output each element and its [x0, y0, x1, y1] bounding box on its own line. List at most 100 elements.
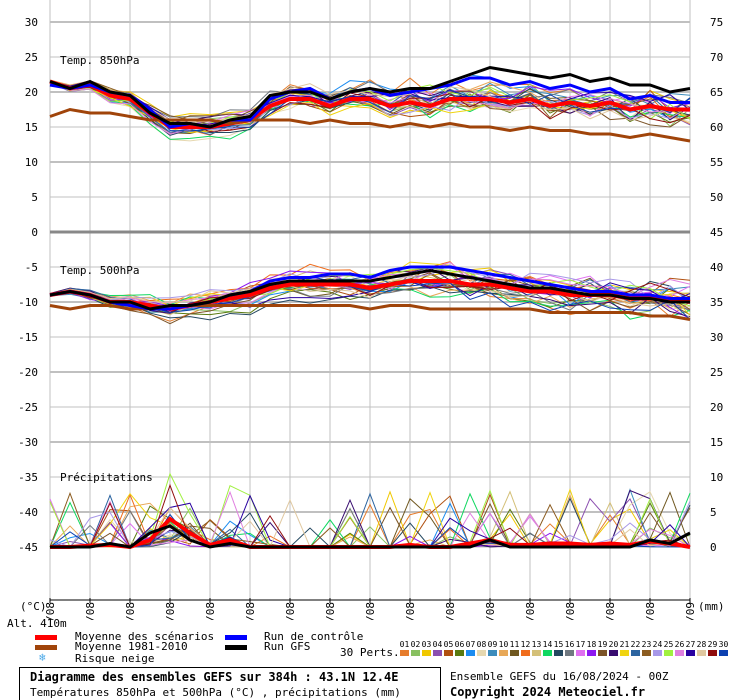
pert-swatch	[609, 650, 618, 656]
right-axis-unit: (mm)	[698, 600, 725, 613]
pert-id: 08	[476, 640, 487, 649]
x-tick-label: 23/08	[324, 602, 337, 620]
pert-id: 18	[586, 640, 597, 649]
left-tick-label: -5	[25, 261, 38, 274]
pert-id: 07	[465, 640, 476, 649]
pert-id: 13	[531, 640, 542, 649]
pert-swatch	[565, 650, 574, 656]
x-tick-label: 26/08	[444, 602, 457, 620]
perturbation-line-t850	[49, 80, 691, 126]
x-tick-label: 22/08	[284, 602, 297, 620]
legend-mean: Moyenne des scénarios	[75, 630, 215, 643]
pert-id: 26	[674, 640, 685, 649]
left-tick-label: 15	[25, 121, 38, 134]
pert-swatch	[543, 650, 552, 656]
perturbation-line-t850	[49, 82, 691, 124]
legend-control: Run de contrôle	[264, 630, 364, 643]
right-tick-label: 40	[710, 261, 723, 274]
left-tick-label: -35	[18, 471, 38, 484]
perturbation-line-t500	[49, 275, 691, 319]
pert-swatch	[455, 650, 464, 656]
right-tick-label: 0	[710, 541, 717, 554]
x-tick-label: 19/08	[164, 602, 177, 620]
left-axis-unit: (°C)	[20, 600, 47, 613]
pert-id: 17	[575, 640, 586, 649]
pert-id: 23	[641, 640, 652, 649]
right-tick-label: 50	[710, 191, 723, 204]
pert-id: 16	[564, 640, 575, 649]
x-tick-label: 17/08	[84, 602, 97, 620]
left-tick-label: -25	[18, 401, 38, 414]
copyright: Copyright 2024 Meteociel.fr	[450, 685, 646, 699]
pert-swatch	[532, 650, 541, 656]
pert-swatch	[598, 650, 607, 656]
pert-id: 30	[718, 640, 729, 649]
legend-swatch-mean	[35, 635, 57, 640]
x-tick-label: 28/08	[524, 602, 537, 620]
snowflake-icon: ❄	[39, 651, 46, 664]
x-tick-label: 21/08	[244, 602, 257, 620]
right-tick-label: 35	[710, 296, 723, 309]
pert-id: 22	[630, 640, 641, 649]
pert-swatch	[719, 650, 728, 656]
pert-swatch	[708, 650, 717, 656]
right-tick-label: 55	[710, 156, 723, 169]
left-tick-label: -10	[18, 296, 38, 309]
pert-swatch	[631, 650, 640, 656]
right-tick-label: 25	[710, 366, 723, 379]
pert-id: 20	[608, 640, 619, 649]
perturbation-line-t500	[49, 269, 691, 311]
panel-label-t850: Temp. 850hPa	[60, 54, 139, 67]
left-tick-label: -20	[18, 366, 38, 379]
pert-id: 28	[696, 640, 707, 649]
pert-swatch	[620, 650, 629, 656]
pert-swatch	[510, 650, 519, 656]
pert-swatch	[675, 650, 684, 656]
pert-swatch	[477, 650, 486, 656]
x-tick-label: 25/08	[404, 602, 417, 620]
right-tick-label: 15	[710, 436, 723, 449]
x-tick-label: 30/08	[604, 602, 617, 620]
pert-id: 09	[487, 640, 498, 649]
left-tick-label: 20	[25, 86, 38, 99]
x-tick-label: 29/08	[564, 602, 577, 620]
left-tick-label: -45	[18, 541, 38, 554]
right-tick-label: 75	[710, 16, 723, 29]
panel-label-t500: Temp. 500hPa	[60, 264, 139, 277]
panel-label-precip: Précipitations	[60, 471, 153, 484]
pert-swatch	[554, 650, 563, 656]
left-tick-label: 10	[25, 156, 38, 169]
title-box: Diagramme des ensembles GEFS sur 384h : …	[19, 667, 441, 700]
legend-clim: Moyenne 1981-2010	[75, 640, 188, 653]
right-tick-label: 10	[710, 471, 723, 484]
x-tick-label: 16/08	[44, 602, 57, 620]
right-tick-label: 60	[710, 121, 723, 134]
pert-swatch	[466, 650, 475, 656]
left-tick-label: 30	[25, 16, 38, 29]
left-tick-label: -40	[18, 506, 38, 519]
right-tick-label: 70	[710, 51, 723, 64]
pert-swatch	[653, 650, 662, 656]
pert-swatch	[521, 650, 530, 656]
left-tick-label: -30	[18, 436, 38, 449]
pert-swatch	[499, 650, 508, 656]
pert-swatch	[642, 650, 651, 656]
chart-subtitle: Températures 850hPa et 500hPa (°C) , pré…	[30, 686, 401, 699]
run-info: Ensemble GEFS du 16/08/2024 - 00Z	[450, 670, 669, 683]
pert-swatch	[433, 650, 442, 656]
series-line-t850	[49, 107, 691, 143]
pert-id: 12	[520, 640, 531, 649]
pert-id: 03	[421, 640, 432, 649]
chart: 16/08 17/08 18/08 19/08 20/08 21/08 22/08 23/08…	[18, 0, 725, 620]
x-tick-label: 24/08	[364, 602, 377, 620]
x-tick-label: 01/09	[684, 602, 697, 620]
x-tick-label: 20/08	[204, 602, 217, 620]
pert-swatch	[587, 650, 596, 656]
pert-id: 05	[443, 640, 454, 649]
pert-id: 02	[410, 640, 421, 649]
pert-swatch	[444, 650, 453, 656]
pert-id: 19	[597, 640, 608, 649]
series-line-t850	[49, 65, 691, 129]
pert-id: 25	[663, 640, 674, 649]
